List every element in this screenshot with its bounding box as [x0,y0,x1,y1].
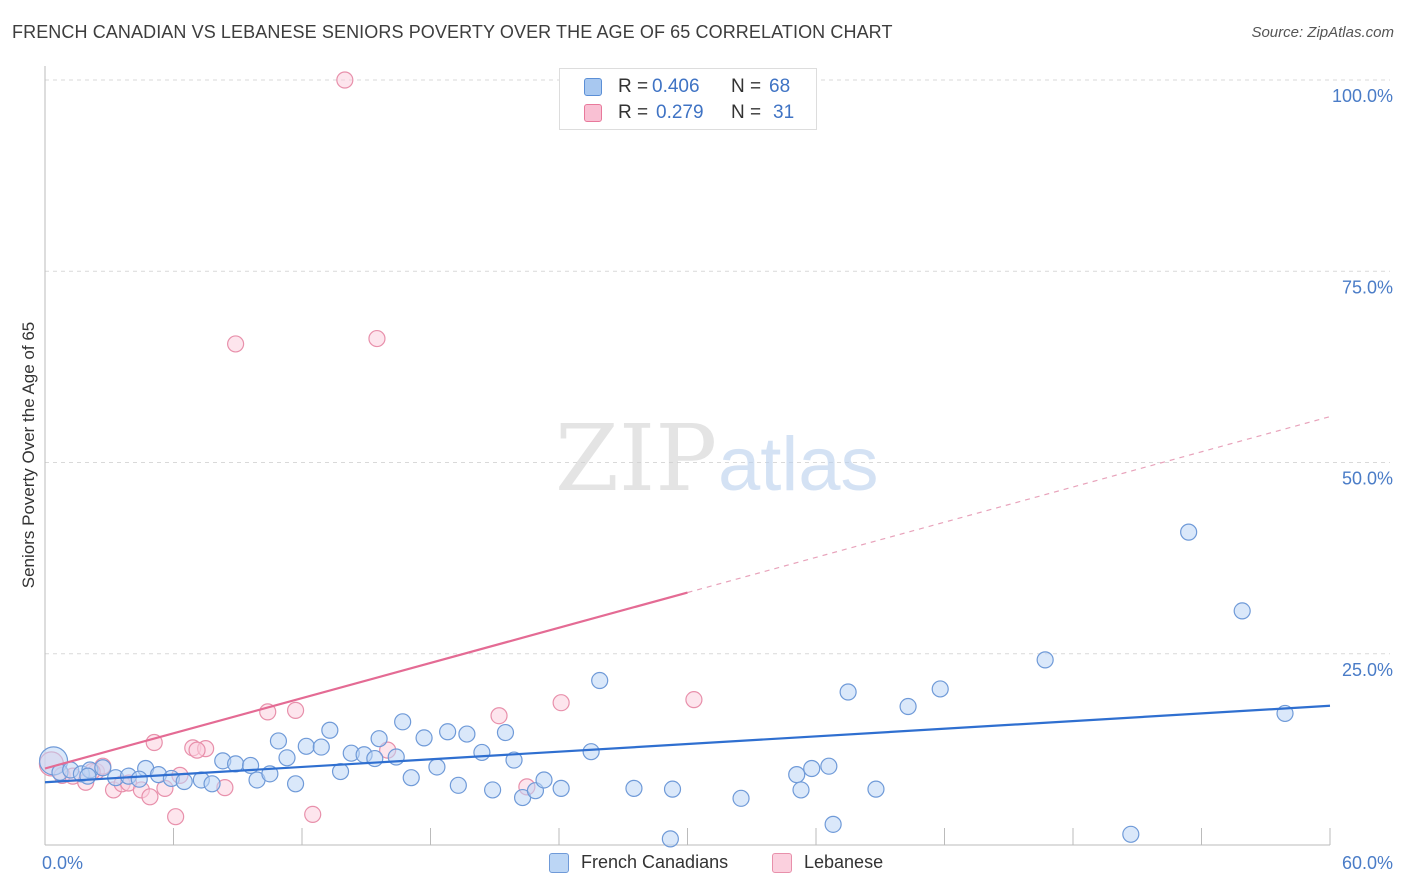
y-tick-label: 50.0% [1342,469,1393,489]
trend-line-extension-lebanese [687,416,1331,594]
data-point-french-canadian [663,780,682,798]
data-point-french-canadian [428,758,446,776]
data-point-french-canadian [484,781,502,799]
data-point-french-canadian [732,789,750,807]
legend-n-label: N = [731,76,762,97]
data-point-french-canadian [415,729,433,747]
data-point-lebanese [286,701,305,719]
data-point-french-canadian [839,683,857,701]
data-point-french-canadian [269,732,288,750]
data-point-french-canadian [130,770,148,788]
bottom-legend-label: French Canadians [581,852,729,872]
data-point-french-canadian [94,759,112,777]
data-point-lebanese [227,335,245,353]
data-point-french-canadian [331,762,350,781]
data-point-french-canadian [1036,651,1054,669]
axes [44,66,1331,846]
data-point-french-canadian [899,697,917,716]
y-axis-label: Seniors Poverty Over the Age of 65 [19,321,38,589]
data-point-french-canadian [321,721,339,739]
data-point-lebanese [685,691,703,709]
data-point-lebanese [552,694,570,712]
data-point-french-canadian [286,775,305,793]
bottom-legend-swatch-blue [549,853,569,873]
watermark-atlas: atlas [718,422,879,507]
data-point-french-canadian [1180,523,1198,541]
trend-line-french-canadian [44,704,1331,784]
data-point-french-canadian [867,780,885,798]
legend-r-value: 0.406 [652,76,700,97]
data-point-french-canadian [394,713,412,731]
data-point-french-canadian [505,751,523,769]
legend-swatch-blue [584,78,602,96]
data-point-french-canadian [203,775,221,793]
data-point-lebanese [490,707,508,725]
x-tick-label: 0.0% [42,853,83,873]
data-point-french-canadian [1122,825,1140,843]
y-tick-label: 75.0% [1342,277,1393,297]
watermark: ZIP atlas [555,405,879,512]
data-point-french-canadian [1233,602,1251,620]
y-tick-label: 100.0% [1332,86,1393,106]
data-point-french-canadian [582,743,600,761]
data-point-french-canadian [788,766,806,784]
data-point-french-canadian [591,671,609,690]
watermark-zip: ZIP [555,405,717,512]
data-point-lebanese [304,805,322,824]
trend-lines [44,416,1331,784]
data-point-lebanese [167,808,185,826]
bottom-legend-swatch-pink [772,853,792,873]
data-point-french-canadian [496,723,515,742]
data-point-french-canadian [625,779,643,797]
tick-labels: 25.0% 50.0% 75.0% 100.0% 0.0% 60.0% [42,86,1393,873]
scatter-points [38,71,1294,848]
data-point-lebanese [336,71,354,89]
data-point-french-canadian [278,749,296,767]
data-point-french-canadian [803,759,821,778]
data-point-french-canadian [402,769,420,787]
data-point-french-canadian [661,830,679,848]
trend-line-lebanese [44,591,688,770]
data-point-french-canadian [820,757,838,775]
data-point-french-canadian [297,737,315,755]
legend-n-value: 31 [773,102,795,123]
data-point-french-canadian [535,771,553,789]
data-point-french-canadian [312,738,330,756]
chart-title: FRENCH CANADIAN VS LEBANESE SENIORS POVE… [12,22,893,42]
data-point-lebanese [141,788,159,806]
data-point-french-canadian [458,725,476,743]
data-point-french-canadian [473,743,491,762]
data-point-french-canadian [449,776,467,794]
correlation-legend: R = 0.406 N = 68 R = 0.279 N = 31 [559,68,817,130]
legend-n-label: N = [731,102,762,123]
legend-r-value: 0.279 [656,102,704,123]
data-point-french-canadian [552,779,570,797]
grid-lines [45,79,1390,655]
y-tick-label: 25.0% [1342,660,1393,680]
legend-r-label: R = [618,76,649,97]
legend-r-label: R = [618,102,649,123]
data-point-lebanese [188,741,206,759]
data-point-french-canadian [370,730,388,748]
data-point-french-canadian [366,749,384,768]
data-point-french-canadian [824,815,842,833]
legend-n-value: 68 [769,76,791,97]
bottom-legend-label: Lebanese [804,852,884,872]
x-tick-label: 60.0% [1342,853,1393,873]
data-point-french-canadian [439,723,457,741]
data-point-french-canadian [931,680,949,698]
chart-source: Source: ZipAtlas.com [1251,24,1394,41]
data-point-french-canadian [792,781,810,799]
data-point-french-canadian [79,767,97,785]
legend-swatch-pink [584,104,602,122]
data-point-french-canadian [175,772,193,791]
data-point-lebanese [368,329,386,348]
